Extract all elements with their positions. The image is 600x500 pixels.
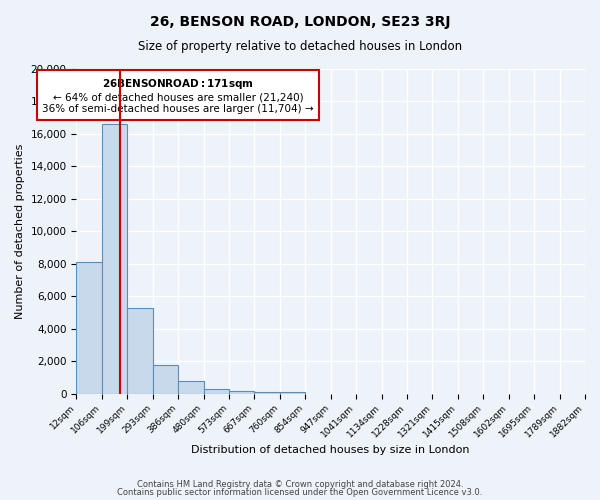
X-axis label: Distribution of detached houses by size in London: Distribution of detached houses by size …: [191, 445, 470, 455]
Bar: [203, 388, 229, 394]
Bar: [127, 308, 152, 394]
Bar: [280, 392, 305, 394]
Text: Size of property relative to detached houses in London: Size of property relative to detached ho…: [138, 40, 462, 53]
Bar: [102, 124, 127, 394]
Text: Contains public sector information licensed under the Open Government Licence v3: Contains public sector information licen…: [118, 488, 482, 497]
Text: $\bf{26 BENSON ROAD: 171sqm}$
← 64% of detached houses are smaller (21,240)
36% : $\bf{26 BENSON ROAD: 171sqm}$ ← 64% of d…: [43, 77, 314, 114]
Bar: [152, 365, 178, 394]
Text: Contains HM Land Registry data © Crown copyright and database right 2024.: Contains HM Land Registry data © Crown c…: [137, 480, 463, 489]
Bar: [229, 390, 254, 394]
Y-axis label: Number of detached properties: Number of detached properties: [15, 144, 25, 319]
Bar: [178, 382, 203, 394]
Text: 26, BENSON ROAD, LONDON, SE23 3RJ: 26, BENSON ROAD, LONDON, SE23 3RJ: [150, 15, 450, 29]
Bar: [254, 392, 280, 394]
Bar: [76, 262, 102, 394]
